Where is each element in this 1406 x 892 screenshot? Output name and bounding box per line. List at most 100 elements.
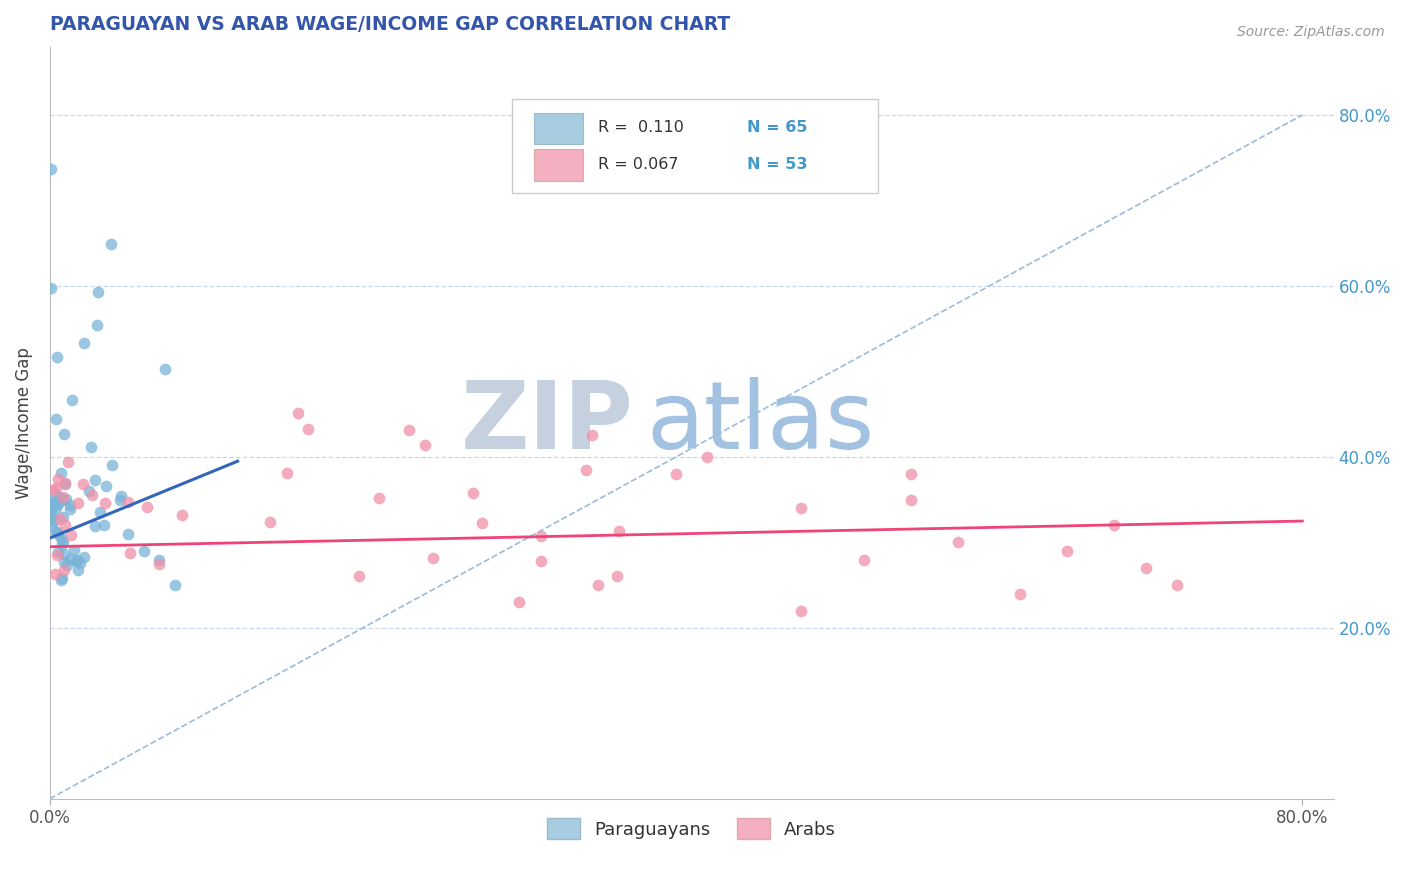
- Bar: [534, 149, 582, 180]
- Point: [42, 483, 65, 497]
- Point: [471, 516, 494, 531]
- Point: [44, 514, 66, 528]
- Point: [1056, 544, 1078, 558]
- Point: [60, 528, 83, 542]
- Point: [118, 546, 141, 560]
- Point: [607, 524, 630, 539]
- Point: [86, 318, 108, 332]
- Text: atlas: atlas: [647, 376, 875, 469]
- Point: [132, 544, 155, 558]
- Point: [45, 548, 67, 562]
- Point: [46, 526, 69, 541]
- Point: [163, 578, 186, 592]
- Point: [790, 604, 813, 618]
- Point: [89, 505, 111, 519]
- Point: [586, 578, 609, 592]
- Point: [148, 557, 170, 571]
- Point: [52, 534, 75, 549]
- Text: R =  0.110: R = 0.110: [598, 120, 683, 136]
- Point: [900, 492, 922, 507]
- Text: Source: ZipAtlas.com: Source: ZipAtlas.com: [1237, 25, 1385, 39]
- Point: [80, 440, 103, 454]
- Point: [94, 479, 117, 493]
- Point: [153, 362, 176, 376]
- Text: R = 0.067: R = 0.067: [598, 157, 679, 172]
- Point: [72, 477, 94, 491]
- Point: [51, 492, 73, 507]
- Point: [58, 455, 80, 469]
- Point: [48, 490, 70, 504]
- Point: [45, 481, 67, 495]
- Point: [66, 496, 89, 510]
- Point: [110, 489, 132, 503]
- Point: [581, 428, 603, 442]
- Point: [52, 509, 75, 524]
- Point: [39, 161, 62, 176]
- Point: [946, 535, 969, 549]
- Point: [80, 488, 103, 502]
- Point: [55, 491, 77, 506]
- Point: [45, 525, 67, 540]
- Point: [51, 537, 73, 551]
- Point: [172, 508, 194, 522]
- Point: [41, 509, 63, 524]
- Point: [94, 496, 117, 510]
- Text: ZIP: ZIP: [461, 376, 634, 469]
- Point: [39, 501, 62, 516]
- Point: [259, 516, 281, 530]
- Point: [46, 350, 69, 364]
- Point: [101, 458, 124, 473]
- Point: [42, 495, 65, 509]
- Point: [347, 569, 370, 583]
- Point: [900, 467, 922, 481]
- Point: [606, 569, 628, 583]
- Point: [93, 518, 115, 533]
- Point: [56, 558, 79, 572]
- Y-axis label: Wage/Income Gap: Wage/Income Gap: [15, 347, 32, 499]
- Point: [49, 531, 72, 545]
- Point: [53, 563, 76, 577]
- Point: [297, 422, 319, 436]
- Point: [66, 553, 89, 567]
- Point: [39, 517, 62, 532]
- Point: [59, 502, 82, 516]
- Point: [117, 527, 139, 541]
- Point: [83, 473, 105, 487]
- Point: [51, 571, 73, 585]
- Point: [53, 476, 76, 491]
- Point: [59, 499, 82, 513]
- Point: [530, 529, 553, 543]
- Point: [73, 335, 96, 350]
- Point: [69, 557, 91, 571]
- Point: [39, 498, 62, 512]
- Point: [461, 486, 484, 500]
- Point: [45, 525, 67, 540]
- Point: [530, 554, 553, 568]
- Point: [49, 511, 72, 525]
- Text: PARAGUAYAN VS ARAB WAGE/INCOME GAP CORRELATION CHART: PARAGUAYAN VS ARAB WAGE/INCOME GAP CORRE…: [49, 15, 730, 34]
- Point: [39, 281, 62, 295]
- Point: [53, 547, 76, 561]
- Point: [73, 550, 96, 565]
- Point: [46, 497, 69, 511]
- Point: [44, 567, 66, 582]
- Point: [790, 501, 813, 516]
- Point: [45, 501, 67, 516]
- Point: [136, 500, 159, 514]
- Point: [398, 423, 420, 437]
- Legend: Paraguayans, Arabs: Paraguayans, Arabs: [540, 811, 844, 847]
- Point: [575, 462, 598, 476]
- Point: [53, 477, 76, 491]
- Point: [52, 491, 75, 505]
- Point: [39, 508, 62, 523]
- Point: [508, 595, 530, 609]
- Point: [63, 542, 86, 557]
- Point: [1166, 578, 1188, 592]
- Point: [53, 518, 76, 533]
- Point: [52, 555, 75, 569]
- Point: [49, 573, 72, 587]
- Point: [852, 552, 875, 566]
- Point: [422, 551, 444, 566]
- Point: [148, 552, 170, 566]
- Point: [45, 411, 67, 425]
